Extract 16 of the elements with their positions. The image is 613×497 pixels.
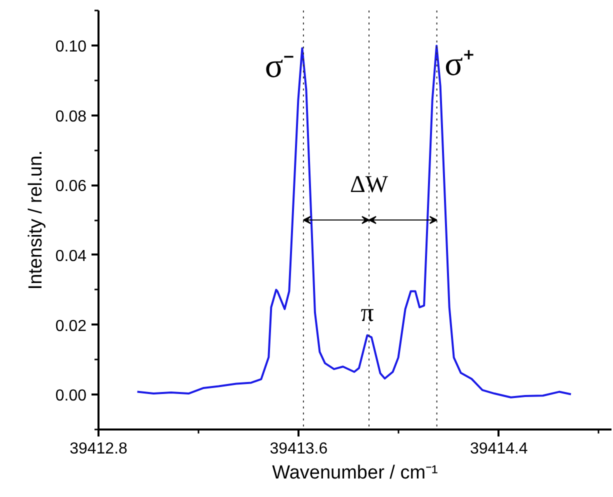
y-tick-label: 0.04 [55,248,87,265]
x-tick-label: 39412.8 [70,440,128,458]
y-tick-label: 0.10 [55,38,87,56]
x-axis-title: Wavenumber / cm⁻¹ [272,462,438,484]
y-tick-label: 0.00 [55,388,87,405]
y-tick-label: 0.06 [55,178,87,196]
x-tick-label: 39413.6 [270,440,328,458]
annotation: σ⁻ [264,48,294,86]
annotation: σ⁺ [444,46,474,83]
x-tick-label: 39414.4 [470,440,528,458]
y-tick-label: 0.02 [55,318,87,335]
annotation: ΔW [350,172,388,198]
y-axis-title: Intensity / rel.un. [25,150,46,290]
y-tick-label: 0.08 [55,108,87,126]
line-series [136,44,572,398]
annotation: π [360,298,374,328]
